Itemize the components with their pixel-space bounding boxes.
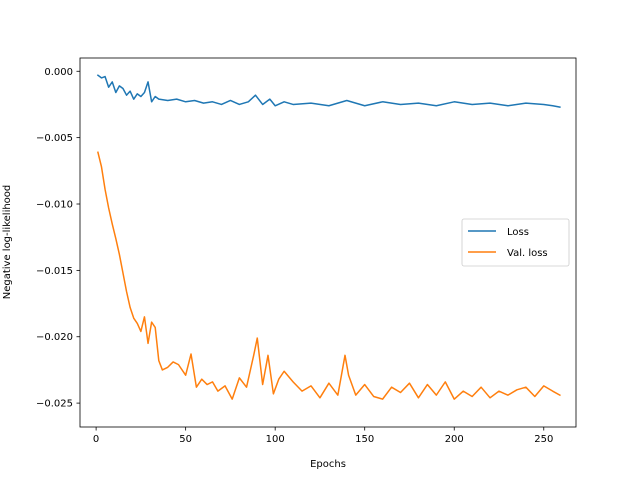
- x-tick-label: 250: [534, 434, 553, 445]
- legend: Loss Val. loss: [461, 218, 570, 267]
- legend-label-2: Val. loss: [507, 248, 548, 259]
- x-tick-label: 50: [179, 434, 192, 445]
- series-line-1: [96, 74, 561, 108]
- y-tick-label: −0.020: [36, 332, 73, 343]
- legend-label-1: Loss: [507, 227, 529, 238]
- y-tick-label: −0.015: [36, 266, 73, 277]
- x-tick-label: 150: [355, 434, 374, 445]
- y-tick-label: 0.000: [44, 67, 73, 78]
- x-tick-label: 0: [93, 434, 99, 445]
- x-tick-label: 200: [445, 434, 464, 445]
- x-axis-label: Epochs: [310, 459, 346, 470]
- x-tick-label: 100: [266, 434, 285, 445]
- y-tick-label: −0.005: [36, 133, 73, 144]
- y-tick-label: −0.025: [36, 399, 73, 410]
- axes: 0 50 100 150 200 250 0.000 −0.005 −0.010 −0.015 −0…: [36, 57, 577, 445]
- series-line-2: [97, 151, 561, 400]
- y-axis-label: Negative log-likelihood: [2, 185, 13, 300]
- y-tick-label: −0.010: [36, 200, 73, 211]
- axes-frame: [79, 57, 577, 428]
- plot-area: [96, 74, 561, 400]
